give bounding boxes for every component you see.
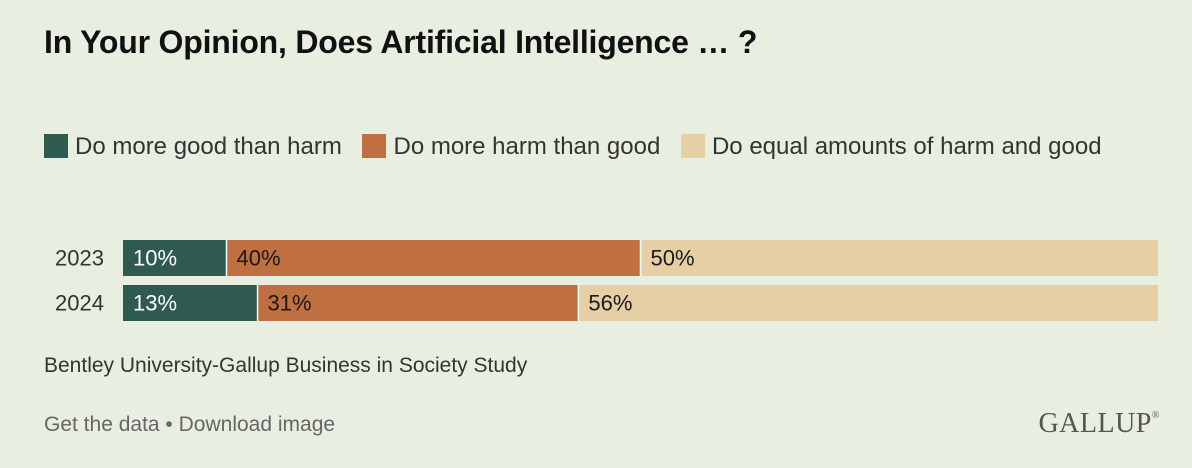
bar-segment-2023-0 bbox=[123, 240, 227, 276]
data-label-2024-1: 31% bbox=[268, 291, 312, 316]
legend-swatch-equal bbox=[680, 134, 705, 158]
source-note: Bentley University-Gallup Business in So… bbox=[44, 354, 528, 377]
data-label-2023-1: 40% bbox=[237, 246, 281, 271]
legend-swatch-harm bbox=[362, 134, 387, 158]
download-image-link[interactable]: Download image bbox=[178, 413, 336, 436]
category-label-2024: 2024 bbox=[55, 291, 104, 316]
bar-segment-2024-2 bbox=[578, 285, 1158, 321]
footer-links: Get the data • Download image bbox=[44, 413, 335, 437]
legend-item-harm: Do more harm than good bbox=[362, 133, 660, 160]
legend-label-harm: Do more harm than good bbox=[393, 133, 661, 160]
get-data-link[interactable]: Get the data bbox=[44, 413, 160, 436]
footer-separator: • bbox=[159, 413, 179, 436]
chart-title: In Your Opinion, Does Artificial Intelli… bbox=[44, 24, 758, 60]
stacked-bar-chart: 2023 10% 40% 50% 2024 13% 31% 56% bbox=[55, 240, 1158, 321]
bar-segment-2023-2 bbox=[640, 240, 1158, 276]
bar-segment-2024-0 bbox=[123, 285, 258, 321]
registered-mark: ® bbox=[1151, 410, 1160, 421]
data-label-2023-2: 50% bbox=[651, 246, 695, 271]
legend-item-equal: Do equal amounts of harm and good bbox=[680, 133, 1102, 160]
legend: Do more good than harm Do more harm than… bbox=[44, 128, 1124, 165]
legend-swatch-good bbox=[44, 134, 68, 158]
logo-text: GALLUP bbox=[1038, 408, 1152, 439]
legend-label-good: Do more good than harm bbox=[75, 133, 342, 160]
bar-segment-2023-1 bbox=[226, 240, 641, 276]
bar-segment-2024-1 bbox=[257, 285, 579, 321]
data-label-2024-0: 13% bbox=[133, 291, 177, 316]
legend-label-equal: Do equal amounts of harm and good bbox=[711, 133, 1102, 160]
legend-item-good: Do more good than harm bbox=[44, 133, 342, 160]
gallup-logo: GALLUP® bbox=[1038, 408, 1160, 440]
data-label-2023-0: 10% bbox=[133, 246, 177, 271]
category-label-2023: 2023 bbox=[55, 246, 104, 271]
data-label-2024-2: 56% bbox=[588, 291, 632, 316]
